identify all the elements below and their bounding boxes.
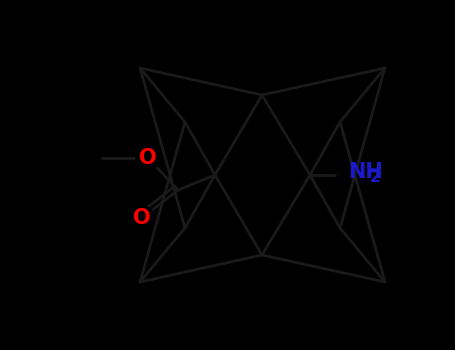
Circle shape bbox=[136, 146, 160, 170]
Circle shape bbox=[130, 206, 154, 230]
Text: O: O bbox=[139, 148, 157, 168]
Text: 2: 2 bbox=[370, 169, 381, 184]
Text: O: O bbox=[133, 208, 151, 228]
Text: NH: NH bbox=[348, 162, 383, 182]
